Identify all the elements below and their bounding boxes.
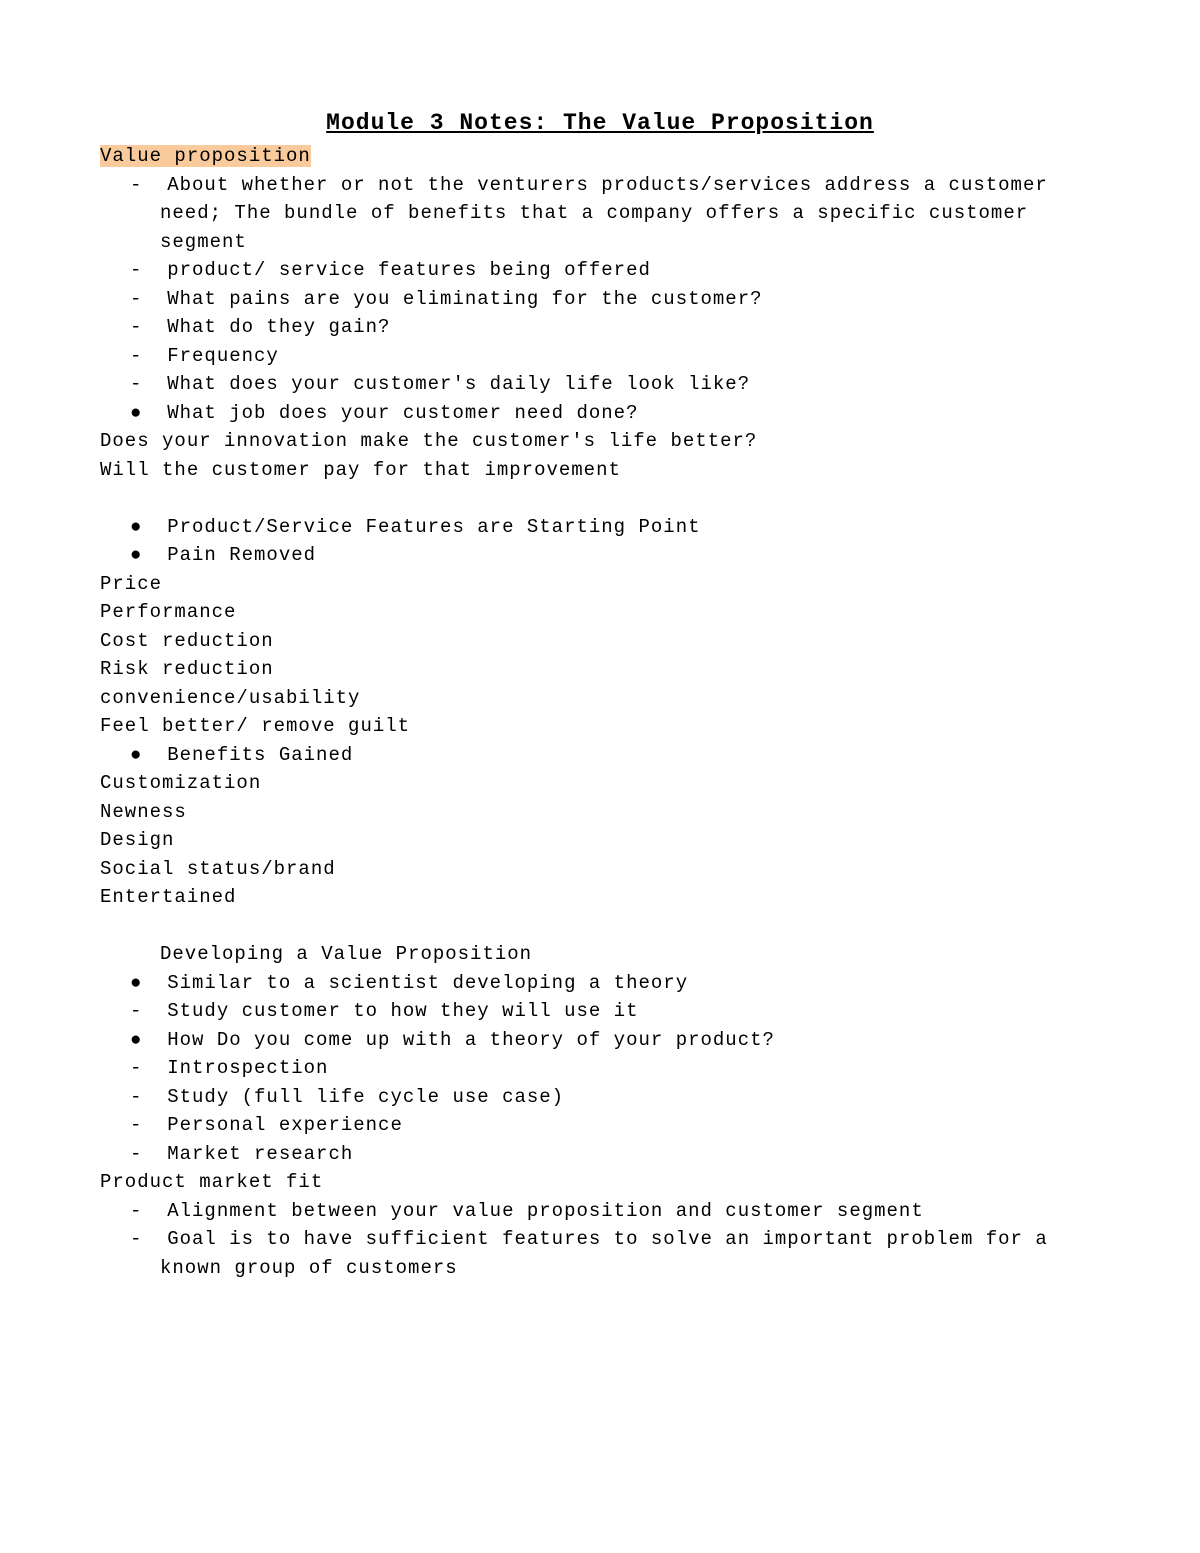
list-item: - Goal is to have sufficient features to… [100, 1225, 1100, 1282]
body-text: convenience/usability [100, 684, 1100, 713]
list-item: - About whether or not the venturers pro… [100, 171, 1100, 257]
subsection-heading: Developing a Value Proposition [100, 940, 1100, 969]
blank-line [100, 484, 1100, 513]
body-text: Feel better/ remove guilt [100, 712, 1100, 741]
list-item: ● Similar to a scientist developing a th… [100, 969, 1100, 998]
list-item: - Frequency [100, 342, 1100, 371]
list-item: - Study (full life cycle use case) [100, 1083, 1100, 1112]
list-item: ● Pain Removed [100, 541, 1100, 570]
list-item: ● Product/Service Features are Starting … [100, 513, 1100, 542]
list-item: - Market research [100, 1140, 1100, 1169]
body-text: Risk reduction [100, 655, 1100, 684]
body-text: Entertained [100, 883, 1100, 912]
section-heading: Value proposition [100, 145, 311, 167]
list-item: - Alignment between your value propositi… [100, 1197, 1100, 1226]
document-page: Module 3 Notes: The Value Proposition Va… [0, 0, 1200, 1553]
page-title: Module 3 Notes: The Value Proposition [100, 110, 1100, 136]
body-text: Price [100, 570, 1100, 599]
section-heading-line: Value proposition [100, 142, 1100, 171]
list-item: ● Benefits Gained [100, 741, 1100, 770]
list-item: - Introspection [100, 1054, 1100, 1083]
list-item: - Personal experience [100, 1111, 1100, 1140]
list-item: ● How Do you come up with a theory of yo… [100, 1026, 1100, 1055]
list-item: - What do they gain? [100, 313, 1100, 342]
body-text: Design [100, 826, 1100, 855]
body-text: Social status/brand [100, 855, 1100, 884]
list-item: - product/ service features being offere… [100, 256, 1100, 285]
blank-line [100, 912, 1100, 941]
list-item: - What pains are you eliminating for the… [100, 285, 1100, 314]
body-text: Cost reduction [100, 627, 1100, 656]
body-text: Performance [100, 598, 1100, 627]
list-item: - Study customer to how they will use it [100, 997, 1100, 1026]
list-item: ● What job does your customer need done? [100, 399, 1100, 428]
body-text: Newness [100, 798, 1100, 827]
subsection-heading: Product market fit [100, 1168, 1100, 1197]
body-text: Will the customer pay for that improveme… [100, 456, 1100, 485]
body-text: Does your innovation make the customer's… [100, 427, 1100, 456]
body-text: Customization [100, 769, 1100, 798]
list-item: - What does your customer's daily life l… [100, 370, 1100, 399]
